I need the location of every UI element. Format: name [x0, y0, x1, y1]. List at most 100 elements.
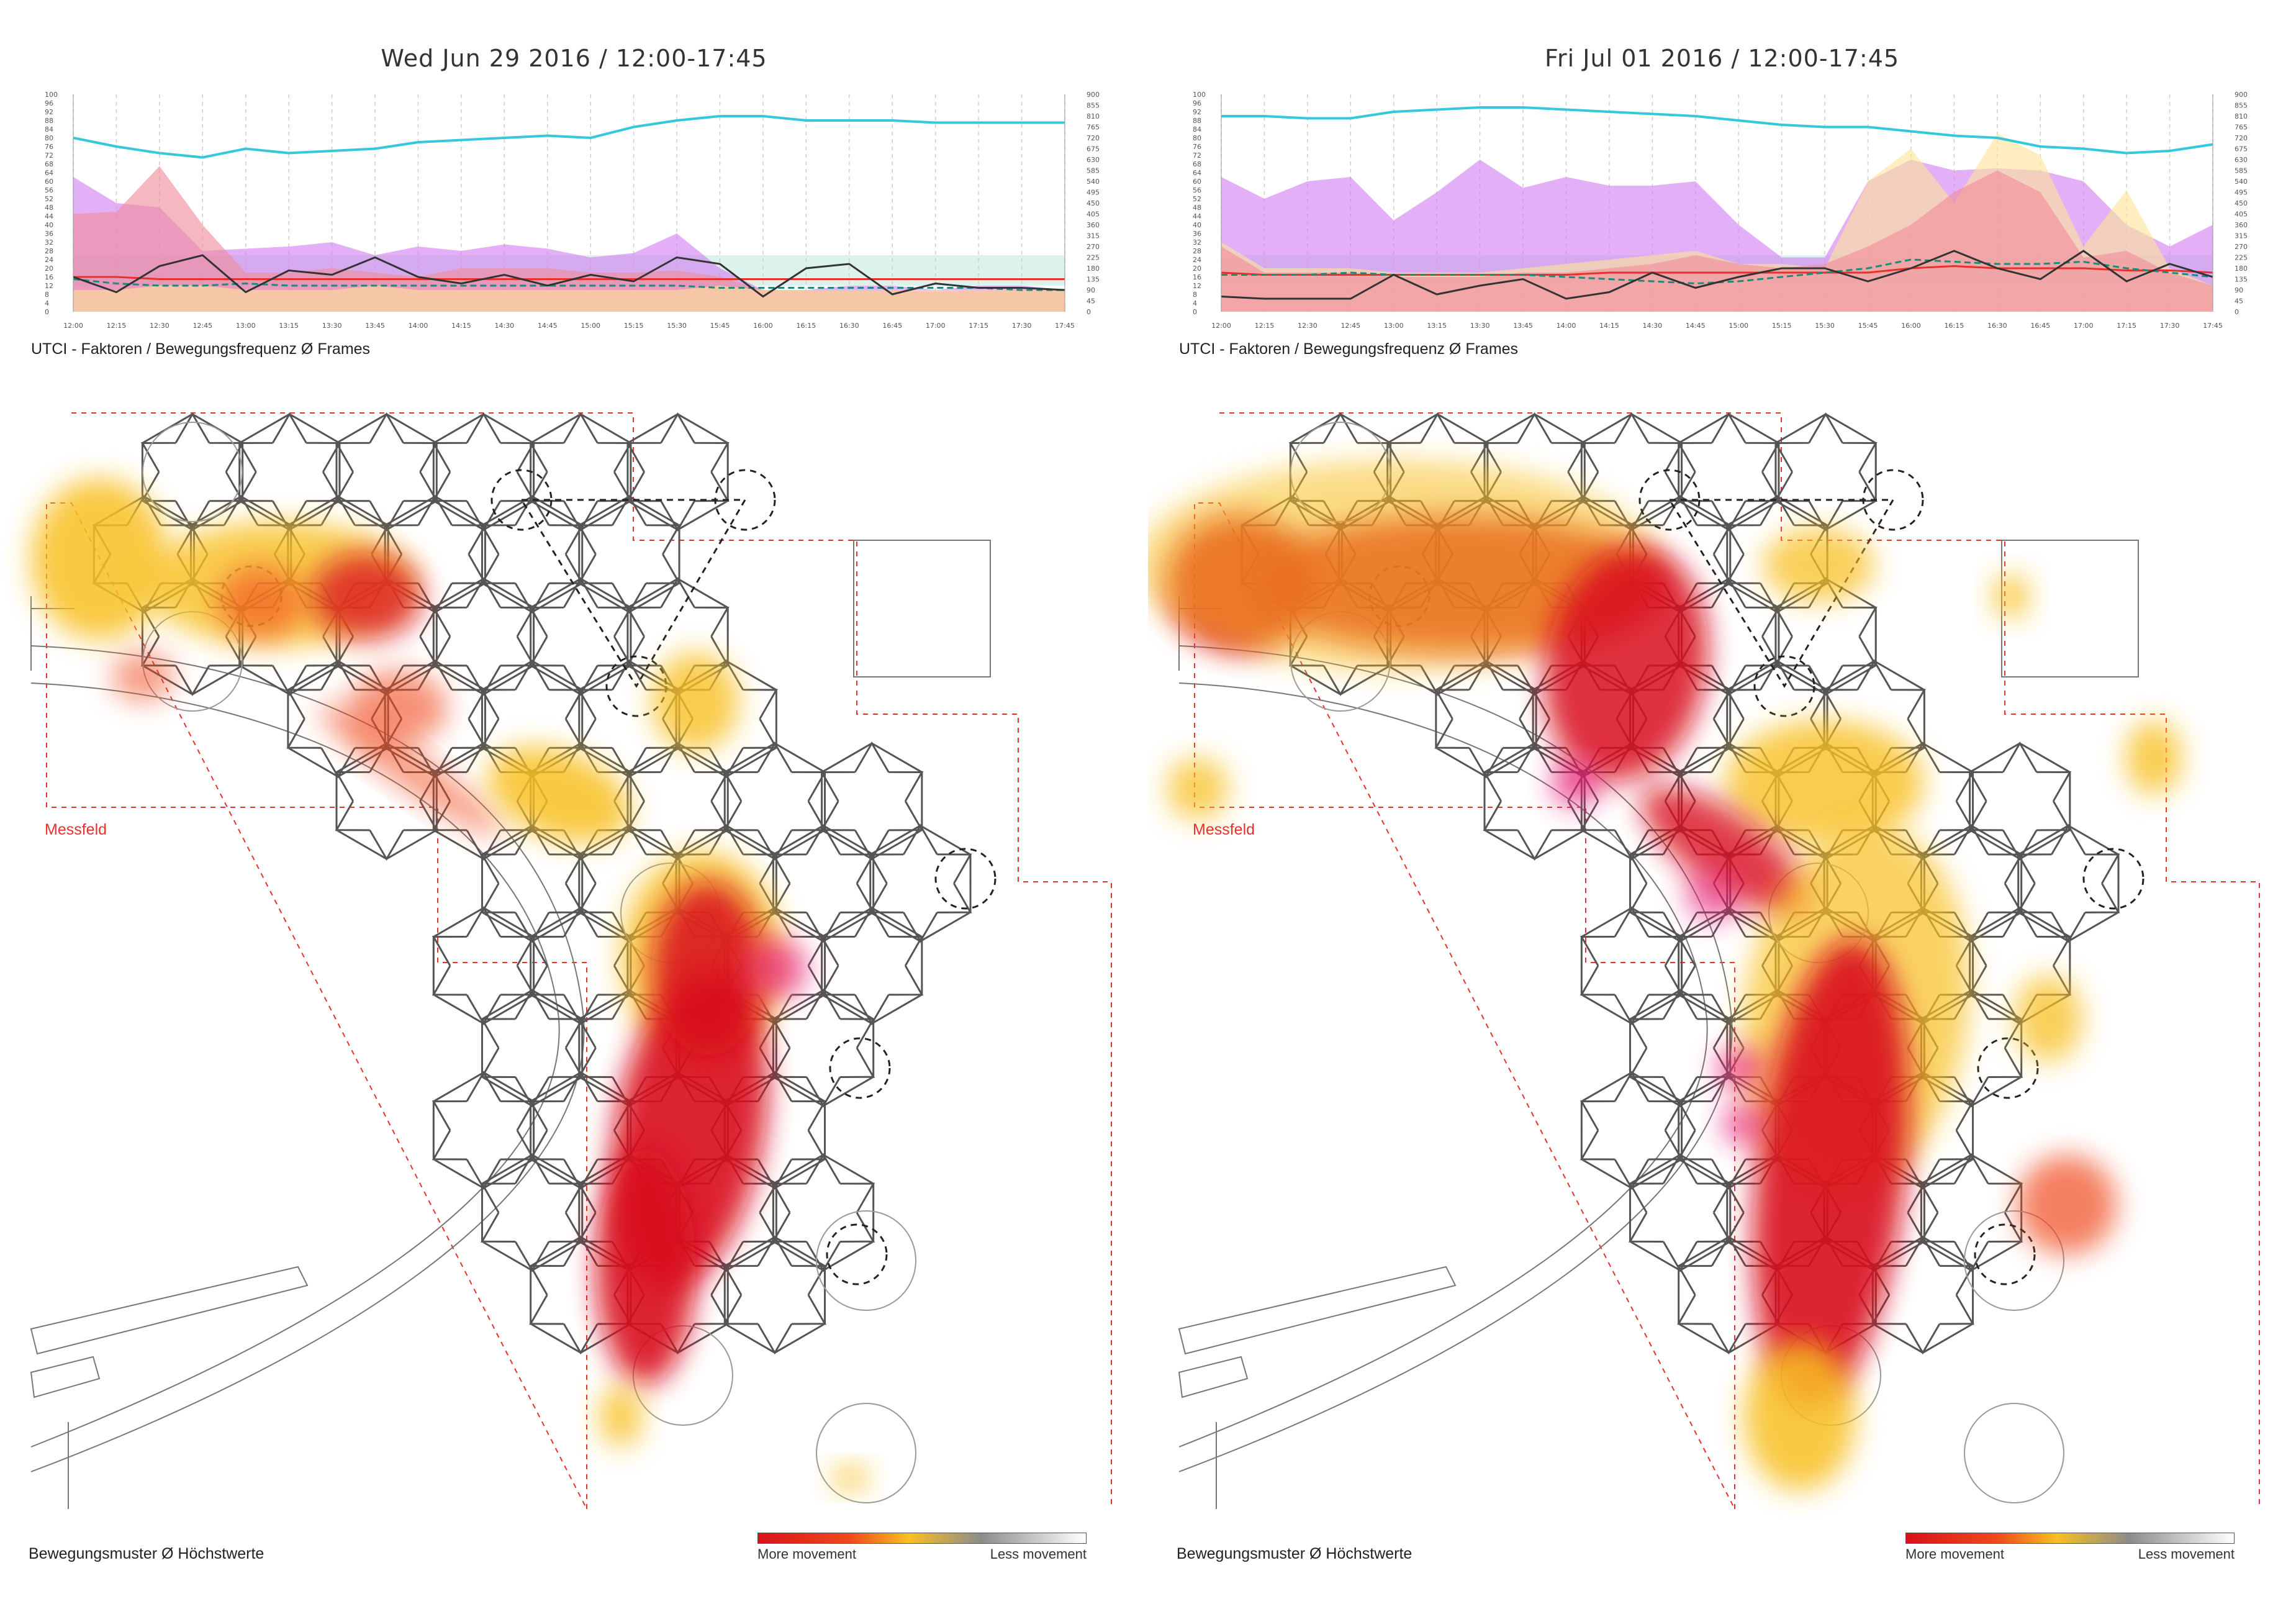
hex-star-cell [1580, 1071, 1684, 1190]
hex-star-cell [480, 494, 584, 614]
y-tick-right: 675 [2235, 145, 2248, 153]
hex-star-cell [1628, 988, 1732, 1108]
y-tick-left: 96 [45, 99, 53, 107]
y-tick-left: 92 [1193, 108, 1201, 116]
y-tick-right: 810 [1087, 112, 1100, 120]
y-tick-left: 16 [45, 273, 53, 281]
hex-star-cell [771, 823, 875, 943]
y-tick-left: 16 [1193, 273, 1201, 281]
y-tick-right: 900 [2235, 91, 2248, 99]
x-tick-label: 16:15 [1945, 322, 1964, 330]
dashed-circle [1977, 1037, 2039, 1099]
hex-star-cell [529, 412, 633, 532]
heat-layer [31, 478, 869, 1490]
series-line-black [73, 254, 1065, 298]
y-tick-right: 0 [1087, 308, 1091, 316]
hex-star-cell [238, 412, 341, 532]
x-tick-label: 12:00 [63, 322, 83, 330]
heat-blob [1992, 574, 2030, 618]
y-tick-right: 90 [1087, 286, 1095, 294]
y-tick-right: 270 [1087, 243, 1100, 251]
y-tick-left: 0 [1193, 308, 1197, 316]
y-tick-right: 495 [2235, 189, 2248, 197]
y-tick-left: 100 [45, 91, 58, 99]
x-tick-label: 14:45 [1686, 322, 1706, 330]
movement-heatmap [30, 412, 1112, 1510]
y-tick-left: 72 [45, 152, 53, 160]
panel-jun-29: Wed Jun 29 2016 / 12:00-17:45 100 96 92 88 8… [29, 45, 1112, 1565]
x-tick-label: 12:30 [150, 322, 169, 330]
bench-shapes [1178, 1266, 1457, 1398]
y-tick-right: 360 [1087, 221, 1100, 229]
y-tick-right: 630 [1087, 156, 1100, 164]
y-tick-right: 585 [2235, 167, 2248, 175]
map-caption: Bewegungsmuster Ø Höchstwerte [29, 1545, 264, 1562]
x-tick-label: 12:15 [107, 322, 127, 330]
y-tick-left: 88 [1193, 117, 1201, 125]
y-tick-left: 8 [1193, 291, 1197, 299]
y-tick-left: 28 [45, 247, 53, 255]
hex-star-cell [771, 1153, 875, 1272]
y-tick-right: 765 [2235, 124, 2248, 132]
movement-legend: More movement Less movement [757, 1533, 1087, 1565]
heat-blob [487, 746, 631, 843]
x-tick-label: 17:15 [969, 322, 988, 330]
y-tick-left: 84 [1193, 125, 1201, 134]
series-area-yellow [73, 286, 1065, 312]
heat-blob [596, 1149, 695, 1385]
x-tick-label: 16:00 [753, 322, 773, 330]
y-tick-right: 180 [1087, 265, 1100, 273]
heat-blob [832, 1466, 869, 1490]
heat-blob [2126, 720, 2182, 795]
y-tick-right: 90 [2235, 286, 2243, 294]
y-tick-left: 20 [1193, 265, 1201, 273]
chart-caption: UTCI - Faktoren / Bewegungsfrequenz Ø Fr… [1179, 340, 1519, 358]
x-tick-label: 13:00 [236, 322, 256, 330]
hex-star-cell [869, 823, 972, 943]
heat-blob [1543, 547, 1709, 782]
y-tick-right: 270 [2235, 243, 2248, 251]
y-tick-left: 48 [45, 204, 53, 212]
y-tick-left: 76 [1193, 143, 1201, 151]
x-tick-label: 15:15 [1772, 322, 1792, 330]
dashed-circle [826, 1223, 888, 1285]
x-tick-label: 14:00 [409, 322, 428, 330]
chart-title: Wed Jun 29 2016 / 12:00-17:45 [381, 45, 767, 72]
heat-blob [1753, 938, 1909, 1409]
y-tick-right: 405 [1087, 211, 1100, 219]
x-tick-label: 15:00 [1729, 322, 1748, 330]
hex-star-cell [820, 906, 924, 1026]
y-tick-left: 84 [45, 125, 53, 134]
dashed-circle [2082, 848, 2145, 910]
y-tick-left: 64 [45, 169, 53, 177]
y-tick-left: 76 [45, 143, 53, 151]
messfeld-label: Messfeld [45, 821, 107, 838]
y-tick-left: 80 [45, 134, 53, 142]
movement-legend: More movement Less movement [1905, 1533, 2235, 1565]
y-tick-right: 720 [2235, 134, 2248, 142]
y-tick-left: 12 [1193, 282, 1201, 290]
movement-heatmap [1148, 412, 2260, 1510]
y-tick-left: 92 [45, 108, 53, 116]
dashed-circle [1974, 1223, 2036, 1285]
y-tick-right: 540 [2235, 178, 2248, 186]
hex-star-cell [2017, 823, 2120, 943]
x-tick-label: 15:30 [667, 322, 687, 330]
y-tick-left: 68 [45, 160, 53, 168]
dashed-triangle [520, 499, 747, 688]
y-tick-left: 0 [45, 308, 49, 316]
y-tick-left: 64 [1193, 169, 1201, 177]
x-tick-label: 17:45 [2203, 322, 2223, 330]
y-tick-left: 96 [1193, 99, 1201, 107]
y-tick-left: 12 [45, 282, 53, 290]
x-tick-label: 14:15 [1599, 322, 1619, 330]
y-tick-right: 405 [2235, 211, 2248, 219]
y-tick-left: 36 [1193, 230, 1201, 238]
y-tick-left: 28 [1193, 247, 1201, 255]
y-tick-left: 8 [45, 291, 49, 299]
y-tick-right: 765 [1087, 124, 1100, 132]
curved-platform [30, 596, 585, 1509]
y-tick-right: 450 [1087, 199, 1100, 207]
series-line-black [1221, 250, 2213, 300]
hex-star-cell [140, 412, 245, 532]
